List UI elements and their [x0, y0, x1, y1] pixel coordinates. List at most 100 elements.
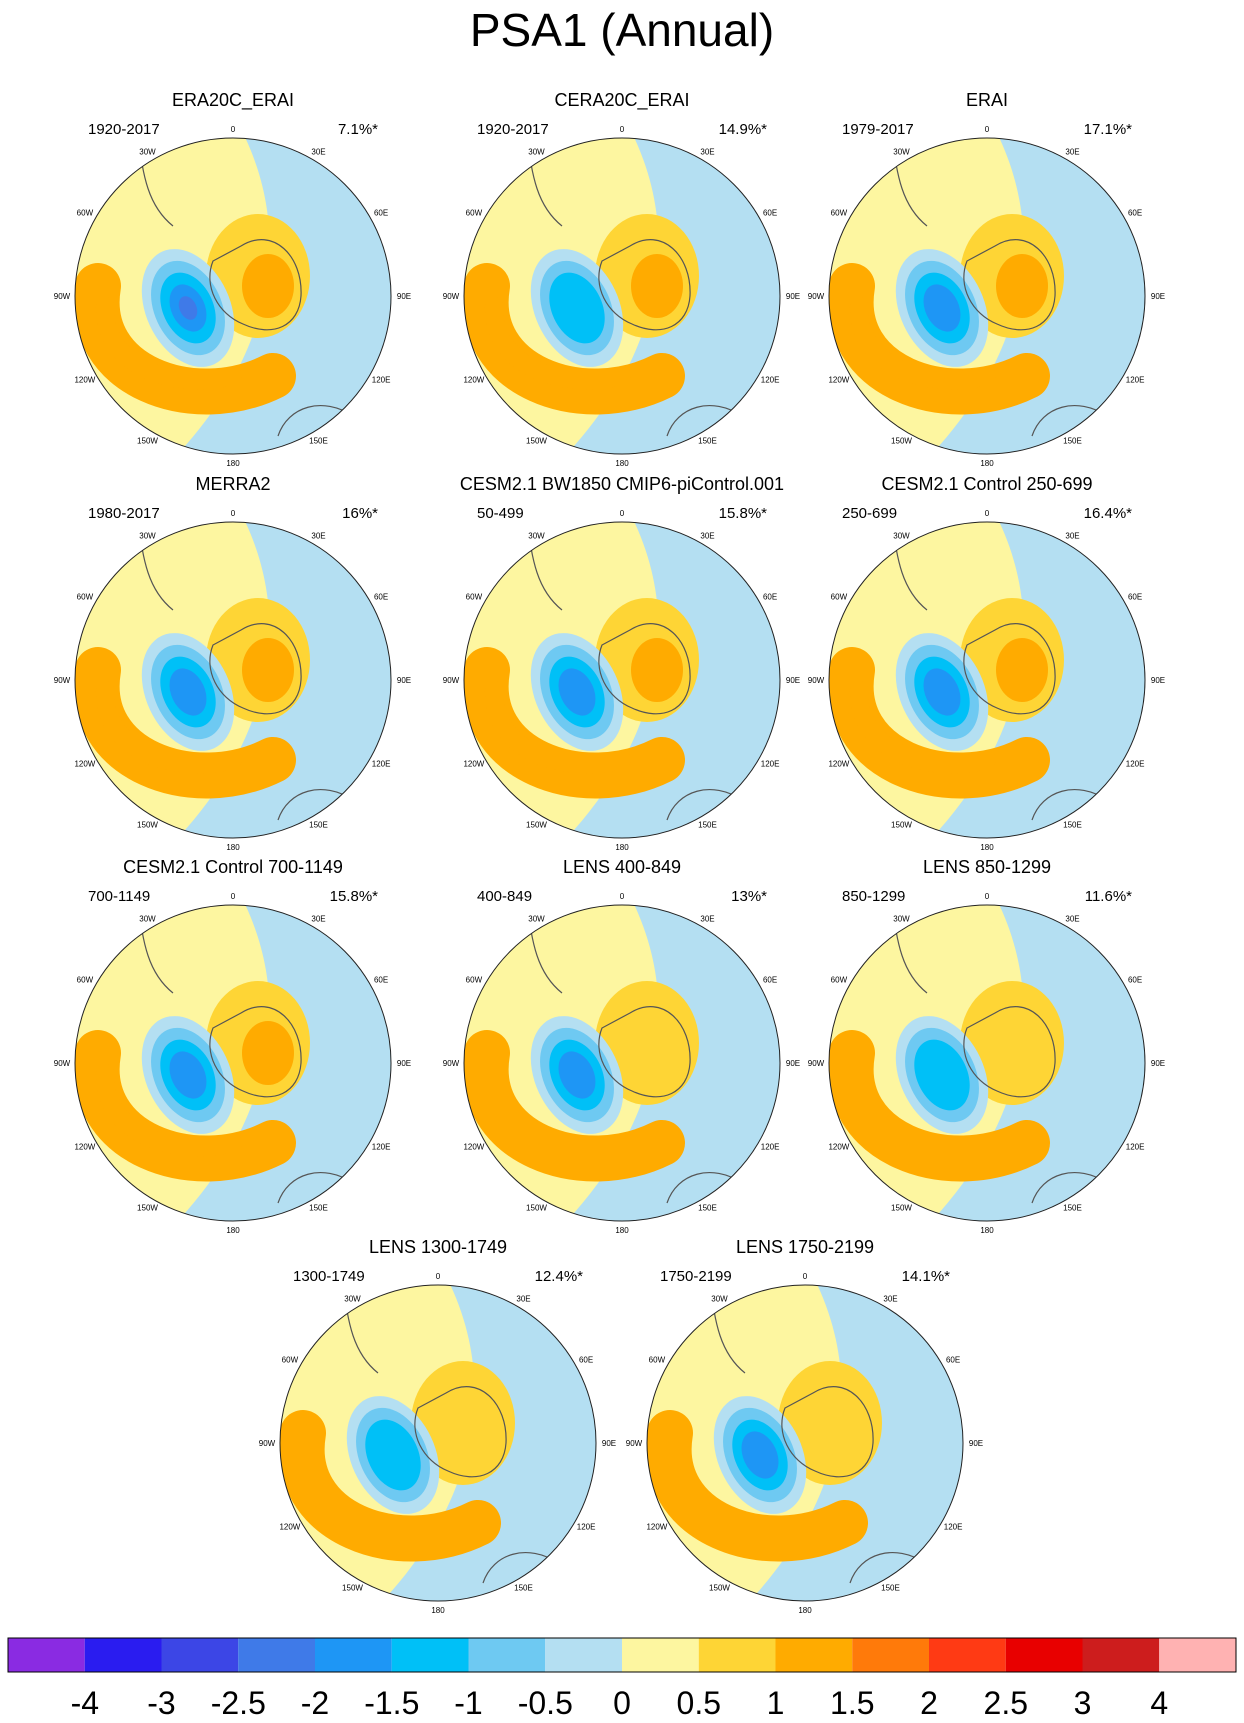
longitude-label: 180: [615, 843, 629, 852]
longitude-label: 90E: [786, 292, 800, 301]
longitude-label: 0: [620, 125, 625, 134]
colorbar-segment: [161, 1638, 239, 1672]
colorbar-tick-label: -2: [301, 1685, 329, 1721]
longitude-label: 60W: [831, 209, 848, 218]
panel-variance: 16.4%*: [1084, 505, 1133, 522]
longitude-label: 30W: [344, 1294, 361, 1303]
panel-period: 1920-2017: [88, 121, 160, 138]
longitude-label: 30W: [893, 147, 910, 156]
longitude-label: 60E: [946, 1356, 960, 1365]
longitude-label: 90W: [443, 292, 460, 301]
colorbar-segment: [545, 1638, 622, 1672]
longitude-label: 150W: [891, 437, 912, 446]
colorbar-tick-label: 1.5: [830, 1685, 874, 1721]
longitude-label: 0: [620, 509, 625, 518]
longitude-label: 180: [615, 1226, 629, 1235]
longitude-label: 0: [620, 892, 625, 901]
polar-positive-centre: [411, 1361, 515, 1485]
longitude-label: 150W: [526, 437, 547, 446]
longitude-label: 90W: [443, 676, 460, 685]
longitude-label: 120W: [74, 1143, 95, 1152]
polar-positive-core: [242, 638, 294, 702]
positive-anomaly-core: [849, 681, 996, 774]
longitude-label: 60E: [374, 976, 388, 985]
longitude-label: 120E: [944, 1523, 963, 1532]
longitude-label: 150E: [1063, 437, 1082, 446]
colorbar-segment: [315, 1638, 392, 1672]
longitude-label: 90E: [1151, 1059, 1165, 1068]
longitude-label: 120W: [463, 760, 484, 769]
longitude-label: 60W: [466, 976, 483, 985]
negative-anomaly-contour: [558, 668, 596, 716]
panel-variance: 14.1%*: [902, 1268, 951, 1285]
longitude-label: 60E: [1128, 593, 1142, 602]
panel-variance: 16%*: [342, 505, 378, 522]
antarctica-coastline: [598, 239, 691, 331]
positive-anomaly-core: [484, 297, 631, 390]
longitude-label: 30E: [883, 1294, 897, 1303]
negative-anomaly-contour: [178, 296, 198, 320]
map-field: [464, 905, 780, 1221]
colorbar-segment: [775, 1638, 853, 1672]
antarctica-coastline: [209, 239, 302, 331]
longitude-label: 30E: [1065, 147, 1079, 156]
positive-anomaly-arc: [829, 1030, 1050, 1182]
longitude-label: 150W: [137, 821, 158, 830]
longitude-label: 90W: [626, 1439, 643, 1448]
panel-title: ERAI: [966, 90, 1008, 110]
map-boundary: [828, 521, 1146, 839]
panel-variance: 7.1%*: [338, 121, 378, 138]
negative-anomaly-contour: [741, 1431, 779, 1479]
colorbar-tick-label: -0.5: [518, 1685, 573, 1721]
map-field: [75, 138, 391, 454]
negative-anomaly-contour: [169, 1051, 207, 1099]
antarctica-coastline: [209, 1006, 302, 1098]
longitude-label: 60E: [374, 209, 388, 218]
map-panel: 0 30E 60E 90E 120E 150E 180 150W 120W 90W 60W 30W LE…: [626, 1237, 983, 1615]
longitude-label: 180: [980, 1226, 994, 1235]
colorbar-tick-label: -3: [147, 1685, 175, 1721]
longitude-label: 30W: [528, 531, 545, 540]
antarctica-coastline: [598, 1006, 691, 1098]
longitude-label: 30W: [893, 531, 910, 540]
colorbar-segment: [468, 1638, 546, 1672]
polar-positive-core: [242, 1021, 294, 1085]
panel-period: 1300-1749: [293, 1268, 365, 1285]
colorbar-tick-label: 2.5: [984, 1685, 1028, 1721]
panel-variance: 15.8%*: [719, 505, 768, 522]
negative-anomaly-contour: [923, 668, 961, 716]
longitude-label: 60E: [1128, 976, 1142, 985]
longitude-label: 0: [436, 1272, 441, 1281]
longitude-label: 30W: [711, 1294, 728, 1303]
map-boundary: [74, 904, 392, 1222]
longitude-label: 0: [803, 1272, 808, 1281]
longitude-label: 90W: [808, 292, 825, 301]
longitude-label: 90E: [969, 1439, 983, 1448]
panel-period: 1920-2017: [477, 121, 549, 138]
colorbar-tick-label: 0.5: [677, 1685, 721, 1721]
longitude-label: 60E: [763, 976, 777, 985]
longitude-label: 150W: [342, 1584, 363, 1593]
polar-positive-core: [631, 254, 683, 318]
longitude-label: 90E: [1151, 676, 1165, 685]
longitude-label: 30W: [139, 914, 156, 923]
panel-period: 250-699: [842, 505, 897, 522]
longitude-label: 90E: [1151, 292, 1165, 301]
panel-title: CERA20C_ERAI: [554, 90, 689, 111]
longitude-label: 90E: [602, 1439, 616, 1448]
negative-anomaly-contour: [914, 1039, 970, 1111]
longitude-label: 120W: [279, 1523, 300, 1532]
map-panel: 0 30E 60E 90E 120E 150E 180 150W 120W 90W 60W 30W LE…: [443, 857, 800, 1235]
negative-anomaly-contour: [169, 668, 207, 716]
panel-period: 700-1149: [88, 888, 150, 905]
longitude-label: 150E: [309, 821, 328, 830]
longitude-label: 180: [431, 1606, 445, 1615]
longitude-label: 120W: [828, 376, 849, 385]
longitude-label: 90E: [786, 676, 800, 685]
longitude-label: 90W: [808, 676, 825, 685]
longitude-label: 60E: [763, 593, 777, 602]
map-boundary: [74, 137, 392, 455]
longitude-label: 30E: [1065, 914, 1079, 923]
map-field: [829, 522, 1145, 838]
